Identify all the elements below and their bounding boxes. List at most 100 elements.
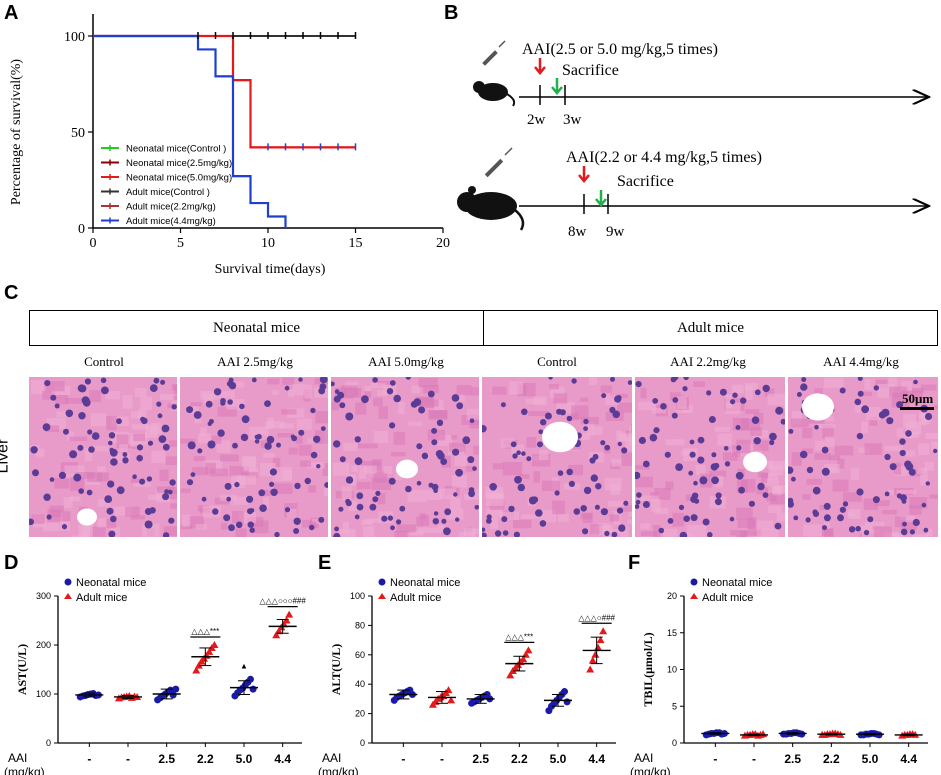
cell-texture <box>341 486 352 501</box>
cell-texture <box>96 466 106 472</box>
cell-nucleus <box>294 482 301 490</box>
cell-texture <box>929 494 938 499</box>
cell-nucleus <box>521 451 526 456</box>
legend-label: Neonatal mice(2.5mg/kg) <box>126 158 232 169</box>
cell-texture <box>476 489 479 495</box>
cell-texture <box>84 447 93 462</box>
cell-texture <box>873 526 892 537</box>
cell-texture <box>571 405 589 419</box>
cell-nucleus <box>338 506 344 512</box>
cell-texture <box>193 456 206 462</box>
cell-nucleus <box>526 456 532 462</box>
cell-texture <box>900 516 916 521</box>
cell-nucleus <box>899 449 906 457</box>
data-point <box>596 636 605 644</box>
cell-texture <box>502 462 523 476</box>
adult-t1: 8w <box>568 224 587 240</box>
neonatal-t2: 3w <box>563 112 582 128</box>
y-tick-label: 0 <box>46 738 51 748</box>
cell-nucleus <box>925 481 930 486</box>
cell-texture <box>421 515 429 526</box>
cell-nucleus <box>284 507 291 513</box>
cell-texture <box>865 521 885 526</box>
cell-texture <box>887 489 895 495</box>
cell-nucleus <box>157 413 163 419</box>
cell-texture <box>900 522 917 530</box>
cell-texture <box>499 511 519 521</box>
cell-texture <box>920 474 929 486</box>
y-tick-label: 0 <box>78 222 85 237</box>
cell-texture <box>552 500 565 515</box>
cell-nucleus <box>354 514 360 520</box>
cell-texture <box>307 462 325 469</box>
cell-texture <box>528 411 549 417</box>
x-tick-label: 2.2 <box>511 752 528 766</box>
cell-nucleus <box>796 392 802 397</box>
cell-nucleus <box>730 399 736 405</box>
cell-nucleus <box>788 428 794 434</box>
cell-nucleus <box>381 515 388 522</box>
cell-nucleus <box>589 457 596 464</box>
data-point <box>285 610 294 618</box>
cell-texture <box>906 450 916 457</box>
cell-nucleus <box>399 505 406 512</box>
cell-texture <box>519 474 530 479</box>
cell-texture <box>837 458 845 469</box>
cell-nucleus <box>501 516 508 523</box>
cell-nucleus <box>652 398 659 404</box>
cell-nucleus <box>186 479 194 486</box>
cell-texture <box>776 512 785 522</box>
cell-nucleus <box>77 444 84 451</box>
y-axis-label: AST(U/L) <box>15 644 29 695</box>
cell-nucleus <box>310 407 316 414</box>
cell-nucleus <box>886 417 894 425</box>
cell-texture <box>148 494 161 501</box>
cell-nucleus <box>754 389 761 396</box>
cell-texture <box>202 505 222 518</box>
cell-nucleus <box>711 476 719 485</box>
legend-label: Adult mice(4.4mg/kg) <box>126 216 216 227</box>
cell-texture <box>509 381 524 395</box>
data-point <box>563 698 571 706</box>
cell-nucleus <box>682 386 688 392</box>
cell-texture <box>600 385 613 393</box>
cell-texture <box>238 512 257 524</box>
cell-texture <box>287 508 297 518</box>
tbil-scatter-chart: 0 5 10 15 20 TBIL(μmol/L) AAI(mg/kg) - - 2.5 2.2 5.… <box>630 577 928 775</box>
x-tick-label: 20 <box>436 236 450 251</box>
cell-texture <box>383 465 393 474</box>
cell-nucleus <box>228 381 237 390</box>
cell-texture <box>262 497 269 509</box>
cell-nucleus <box>621 447 628 454</box>
cell-nucleus <box>109 447 114 453</box>
cell-nucleus <box>88 446 95 453</box>
cell-texture <box>825 415 834 422</box>
cell-texture <box>49 505 64 513</box>
data-point <box>599 627 608 635</box>
y-tick-label: 200 <box>36 640 51 650</box>
cell-texture <box>229 496 249 505</box>
cell-nucleus <box>139 478 146 485</box>
cell-texture <box>426 489 442 501</box>
timeline-diagram: AAI(2.5 or 5.0 mg/kg,5 times) Sacrifice … <box>457 40 941 240</box>
cell-nucleus <box>881 408 890 417</box>
cell-texture <box>200 390 220 400</box>
cell-nucleus <box>193 411 202 419</box>
cell-nucleus <box>356 503 364 511</box>
cell-texture <box>174 395 177 401</box>
cell-nucleus <box>921 502 927 508</box>
cell-nucleus <box>604 530 610 537</box>
cell-texture <box>180 438 196 444</box>
cell-nucleus <box>548 377 553 380</box>
cell-texture <box>180 488 191 493</box>
adult-dose-text: AAI(2.2 or 4.4 mg/kg,5 times) <box>566 149 762 166</box>
cell-texture <box>492 463 504 470</box>
cell-nucleus <box>405 377 411 380</box>
cell-nucleus <box>616 507 624 514</box>
cell-nucleus <box>441 518 447 524</box>
cell-nucleus <box>863 529 870 536</box>
x-tick-label: 15 <box>349 236 363 251</box>
cell-nucleus <box>413 398 422 406</box>
cell-nucleus <box>559 409 566 416</box>
cell-nucleus <box>489 483 497 491</box>
